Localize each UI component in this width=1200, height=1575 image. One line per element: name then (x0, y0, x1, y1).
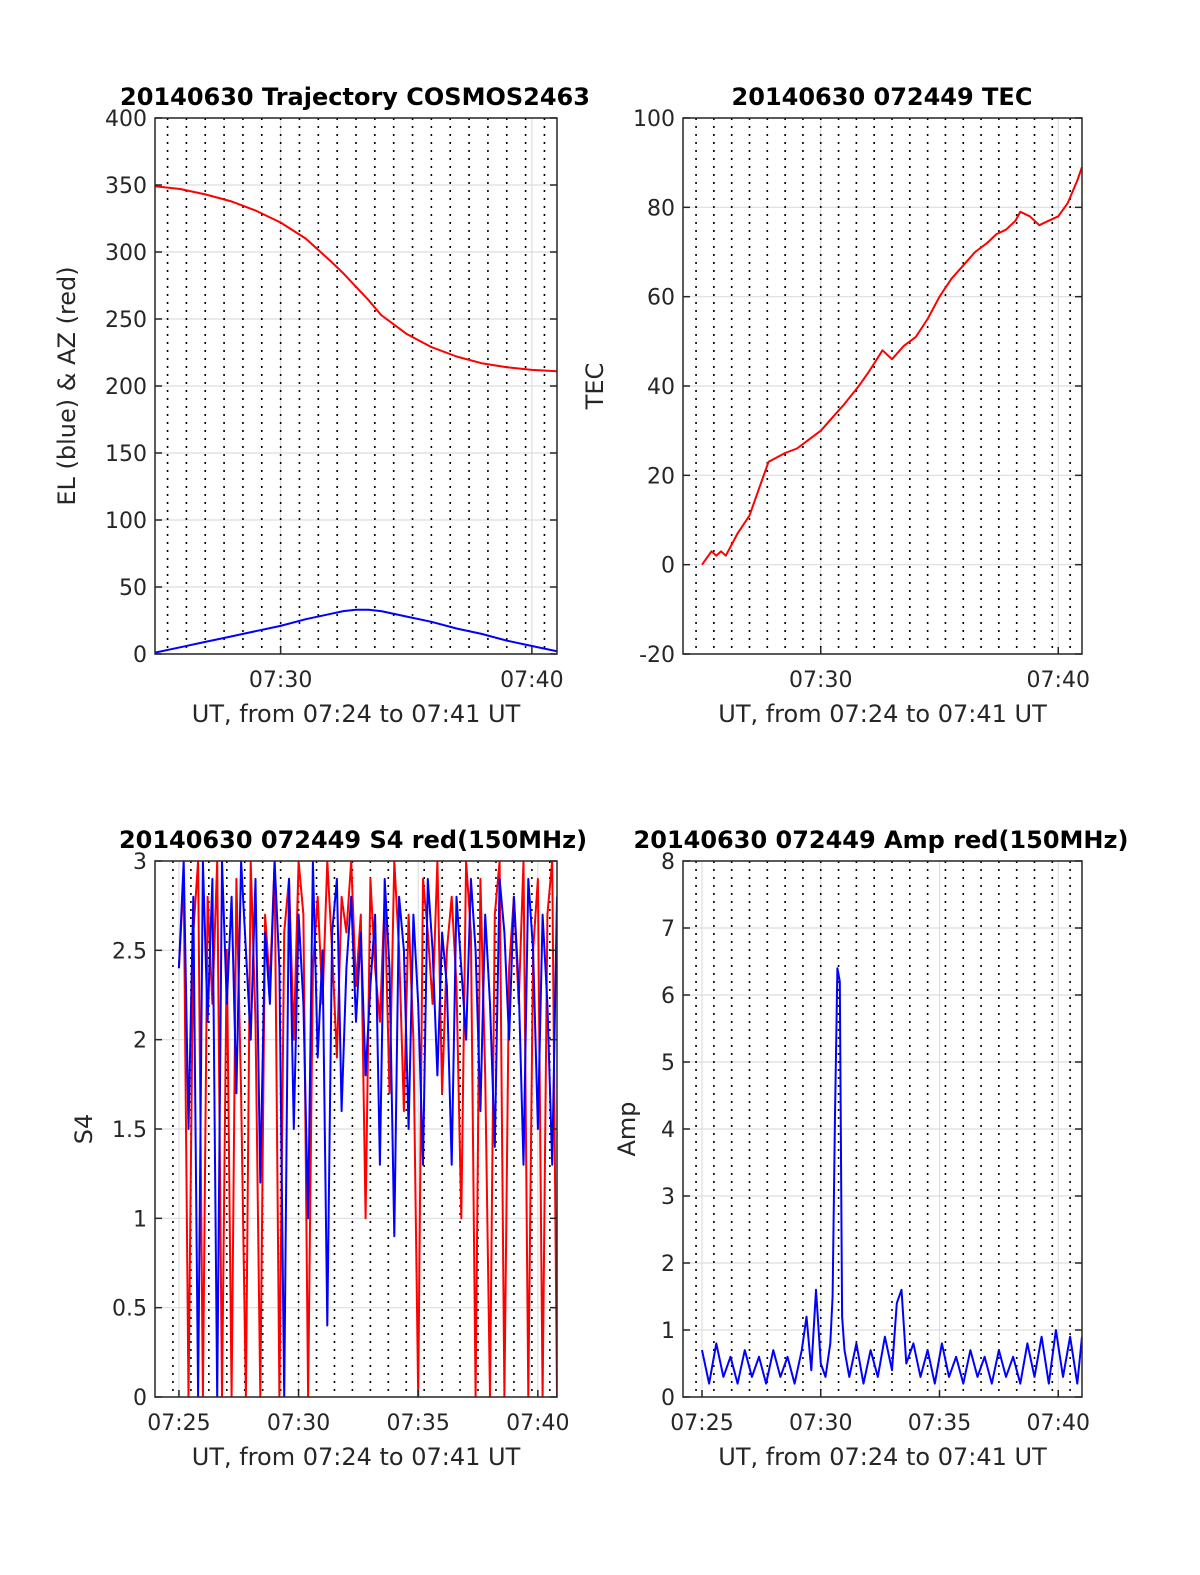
chart-3-xtick-label-2: 07:35 (387, 1411, 450, 1436)
chart-1: 0 50 100 150 200 250 300 350 400 07:30 07:40 201406… (53, 83, 590, 728)
chart-4-ytick-label-2: 2 (661, 1252, 675, 1277)
chart-3-xtick-label-1: 07:30 (267, 1411, 330, 1436)
chart-4-ytick-label-7: 7 (661, 917, 675, 942)
chart-4-xtick-label-1: 07:30 (789, 1411, 852, 1436)
chart-1-ytick-label-7: 350 (105, 174, 147, 199)
chart-2-ylabel: TEC (581, 363, 609, 411)
chart-3-ylabel: S4 (70, 1114, 98, 1145)
chart-4-ytick-label-3: 3 (661, 1185, 675, 1210)
chart-3-ytick-label-4: 2 (133, 1029, 147, 1054)
chart-1-title: 20140630 Trajectory COSMOS2463 (120, 83, 590, 111)
chart-2-title: 20140630 072449 TEC (732, 83, 1033, 111)
chart-3-series-2-line (177, 861, 557, 1397)
chart-4: 0 1 2 3 4 5 6 7 8 07:25 07:30 07:35 07:40 20140630 07… (613, 826, 1128, 1471)
chart-2-ytick-label-4: 60 (647, 286, 675, 311)
chart-1-ytick-label-2: 100 (105, 509, 147, 534)
chart-1-series-2-line (155, 608, 557, 654)
chart-3-xtick-label-0: 07:25 (147, 1411, 210, 1436)
chart-1-xtick-label-1: 07:40 (500, 668, 563, 693)
chart-3-ytick-label-6: 3 (133, 850, 147, 875)
chart-1-xtick-label-0: 07:30 (249, 668, 312, 693)
chart-4-xtick-label-2: 07:35 (908, 1411, 971, 1436)
chart-1-ytick-label-4: 200 (105, 375, 147, 400)
chart-1-ytick-label-3: 150 (105, 442, 147, 467)
chart-4-ytick-label-1: 1 (661, 1319, 675, 1344)
chart-2-ytick-label-3: 40 (647, 375, 675, 400)
chart-3-ytick-label-0: 0 (133, 1386, 147, 1411)
chart-2-series-1-line (701, 166, 1082, 566)
chart-3: 0 0.5 1 1.5 2 2.5 3 07:25 07:30 07:35 07:40 2014063… (70, 826, 587, 1471)
chart-4-ytick-label-6: 6 (661, 984, 675, 1009)
chart-3-xlabel: UT, from 07:24 to 07:41 UT (192, 1443, 521, 1471)
chart-4-ytick-label-5: 5 (661, 1051, 675, 1076)
chart-1-ytick-label-0: 0 (133, 643, 147, 668)
chart-3-ytick-label-2: 1 (133, 1207, 147, 1232)
chart-1-series-1-line (155, 185, 557, 373)
chart-3-xtick-label-3: 07:40 (506, 1411, 569, 1436)
chart-4-ylabel: Amp (613, 1101, 641, 1156)
chart-2-ytick-label-5: 80 (647, 196, 675, 221)
chart-4-series-1-line (701, 967, 1082, 1385)
chart-2-ytick-label-0: -20 (639, 643, 675, 668)
chart-1-ytick-label-5: 250 (105, 308, 147, 333)
chart-1-xlabel: UT, from 07:24 to 07:41 UT (192, 700, 521, 728)
chart-4-xtick-label-3: 07:40 (1027, 1411, 1090, 1436)
chart-1-ylabel: EL (blue) & AZ (red) (53, 266, 81, 505)
chart-3-title: 20140630 072449 S4 red(150MHz) (119, 826, 587, 854)
chart-4-ytick-label-0: 0 (661, 1386, 675, 1411)
chart-1-ytick-label-1: 50 (119, 576, 147, 601)
chart-2-ytick-label-6: 100 (633, 107, 675, 132)
chart-4-ytick-label-4: 4 (661, 1118, 675, 1143)
chart-1-ytick-label-8: 400 (105, 107, 147, 132)
chart-2-ytick-label-1: 0 (661, 554, 675, 579)
chart-3-ytick-label-1: 0.5 (112, 1297, 147, 1322)
chart-2-xlabel: UT, from 07:24 to 07:41 UT (718, 700, 1047, 728)
chart-2: -20 0 20 40 60 80 100 07:30 07:40 20140630 072449… (581, 83, 1090, 728)
chart-2-ytick-label-2: 20 (647, 464, 675, 489)
chart-2-xtick-label-0: 07:30 (789, 668, 852, 693)
chart-4-ytick-label-8: 8 (661, 850, 675, 875)
chart-4-xtick-label-0: 07:25 (670, 1411, 733, 1436)
chart-2-xtick-label-1: 07:40 (1027, 668, 1090, 693)
chart-4-xlabel: UT, from 07:24 to 07:41 UT (718, 1443, 1047, 1471)
chart-3-ytick-label-3: 1.5 (112, 1118, 147, 1143)
chart-4-title: 20140630 072449 Amp red(150MHz) (634, 826, 1129, 854)
chart-3-ytick-label-5: 2.5 (112, 939, 147, 964)
chart-1-ytick-label-6: 300 (105, 241, 147, 266)
